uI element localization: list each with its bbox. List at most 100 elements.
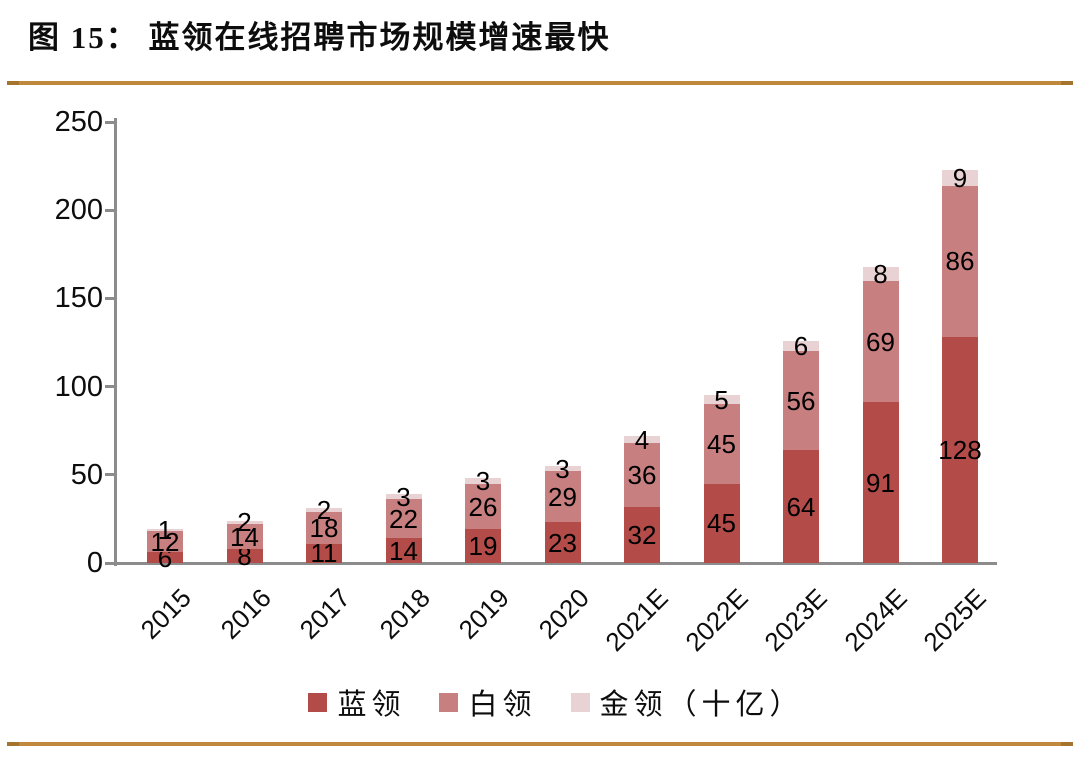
bar-segment-蓝领 xyxy=(862,402,899,563)
y-tick-mark xyxy=(105,385,114,389)
bar-value-label: 11 xyxy=(310,538,338,569)
y-tick-label: 50 xyxy=(70,458,103,491)
footer-divider xyxy=(7,742,1073,746)
bar-segment-金领 xyxy=(306,508,342,512)
bar-value-label: 128 xyxy=(938,435,982,466)
bar-segment-金领 xyxy=(783,340,819,352)
legend-swatch-icon xyxy=(439,692,459,712)
bar-segment-蓝领 xyxy=(942,337,978,563)
x-axis-label: 2018 xyxy=(373,582,436,645)
x-axis-label: 2015 xyxy=(134,582,197,645)
bar-segment-蓝领 xyxy=(465,529,501,563)
bar-segment-白领 xyxy=(862,280,899,403)
bar-segment-金领 xyxy=(862,266,899,281)
bar-value-label: 69 xyxy=(866,326,895,357)
bar-value-label: 9 xyxy=(952,162,968,193)
bar-segment-蓝领 xyxy=(624,506,660,563)
bar-segment-白领 xyxy=(783,351,819,451)
chart-legend: 蓝领 白领 金领（十亿） xyxy=(115,682,997,722)
legend-label: 金领（十亿） xyxy=(599,689,804,721)
bar-segment-白领 xyxy=(942,185,978,338)
bar-segment-蓝领 xyxy=(226,548,263,563)
bar-segment-白领 xyxy=(306,511,342,544)
y-tick-label: 250 xyxy=(54,106,103,138)
bar-value-label: 3 xyxy=(475,465,491,496)
bar-value-label: 18 xyxy=(309,512,339,543)
bar-value-label: 14 xyxy=(389,535,418,566)
bar-segment-蓝领 xyxy=(783,450,819,563)
bar-value-label: 8 xyxy=(237,540,252,571)
bar-value-label: 8 xyxy=(873,258,888,289)
bar-segment-金领 xyxy=(465,478,501,484)
bar-value-label: 86 xyxy=(945,246,975,277)
bar-segment-金领 xyxy=(226,520,263,525)
legend-item-蓝领: 蓝领 xyxy=(308,681,405,723)
y-tick-mark xyxy=(105,296,114,300)
bar-value-label: 2 xyxy=(237,507,252,538)
bar-segment-金领 xyxy=(942,169,978,186)
bar-segment-蓝领 xyxy=(306,543,342,563)
bar-value-label: 45 xyxy=(707,508,736,539)
bar-segment-白领 xyxy=(385,499,422,539)
bar-value-label: 14 xyxy=(230,521,259,552)
x-axis-label: 2019 xyxy=(452,582,515,645)
bar-segment-白领 xyxy=(147,531,183,553)
bar-segment-蓝领 xyxy=(147,552,183,563)
bar-value-label: 2 xyxy=(316,495,332,526)
bar-segment-白领 xyxy=(226,524,263,549)
x-axis-label: 2022E xyxy=(678,582,754,657)
bar-segment-白领 xyxy=(544,471,581,523)
x-axis-label: 2023E xyxy=(758,582,833,657)
y-tick-label: 200 xyxy=(54,194,103,227)
bar-value-label: 56 xyxy=(786,385,816,416)
bar-value-label: 4 xyxy=(634,424,650,455)
title-divider xyxy=(7,81,1073,85)
bar-value-label: 91 xyxy=(866,467,895,498)
bar-value-label: 29 xyxy=(548,481,577,512)
bar-segment-金领 xyxy=(703,395,740,405)
bar-segment-蓝领 xyxy=(385,538,422,563)
bar-value-label: 45 xyxy=(707,428,736,459)
figure-title: 图 15： 蓝领在线招聘市场规模增速最快 xyxy=(28,20,611,55)
bar-segment-金领 xyxy=(544,465,581,472)
bar-value-label: 6 xyxy=(793,331,809,362)
legend-swatch-icon xyxy=(308,692,328,712)
bar-segment-金领 xyxy=(147,529,183,532)
x-axis-label: 2017 xyxy=(293,582,356,645)
bar-segment-金领 xyxy=(624,435,660,444)
y-tick-mark xyxy=(105,120,114,124)
x-axis-label: 2016 xyxy=(214,582,277,645)
legend-item-金领: 金领（十亿） xyxy=(570,681,804,723)
bar-value-label: 26 xyxy=(468,491,498,522)
bar-value-label: 19 xyxy=(468,531,498,562)
bar-segment-白领 xyxy=(703,404,740,484)
x-axis-label: 2020 xyxy=(532,582,595,645)
legend-item-白领: 白领 xyxy=(439,681,536,723)
bar-value-label: 3 xyxy=(555,453,570,484)
x-axis-line xyxy=(113,562,997,565)
bar-segment-金领 xyxy=(385,494,422,500)
bar-value-label: 23 xyxy=(548,527,577,558)
y-tick-mark xyxy=(105,473,114,477)
bar-segment-白领 xyxy=(465,483,501,530)
bar-segment-白领 xyxy=(624,443,660,507)
legend-label: 白领 xyxy=(468,689,537,721)
legend-label: 蓝领 xyxy=(337,689,406,721)
x-axis-label: 2025E xyxy=(917,582,992,657)
bar-segment-蓝领 xyxy=(703,483,740,563)
bar-value-label: 5 xyxy=(714,384,729,415)
bar-value-label: 12 xyxy=(150,526,180,557)
bar-segment-蓝领 xyxy=(544,522,581,563)
bar-value-label: 32 xyxy=(627,519,657,550)
bar-value-label: 1 xyxy=(157,515,173,546)
bar-value-label: 22 xyxy=(389,503,418,534)
y-axis-line xyxy=(114,118,117,566)
x-axis-label: 2021E xyxy=(599,582,674,657)
y-tick-mark xyxy=(105,561,114,565)
x-axis-label: 2024E xyxy=(837,582,913,657)
y-tick-label: 150 xyxy=(54,282,103,315)
y-tick-mark xyxy=(105,208,114,212)
bar-value-label: 64 xyxy=(786,491,816,522)
bar-value-label: 3 xyxy=(396,481,411,512)
